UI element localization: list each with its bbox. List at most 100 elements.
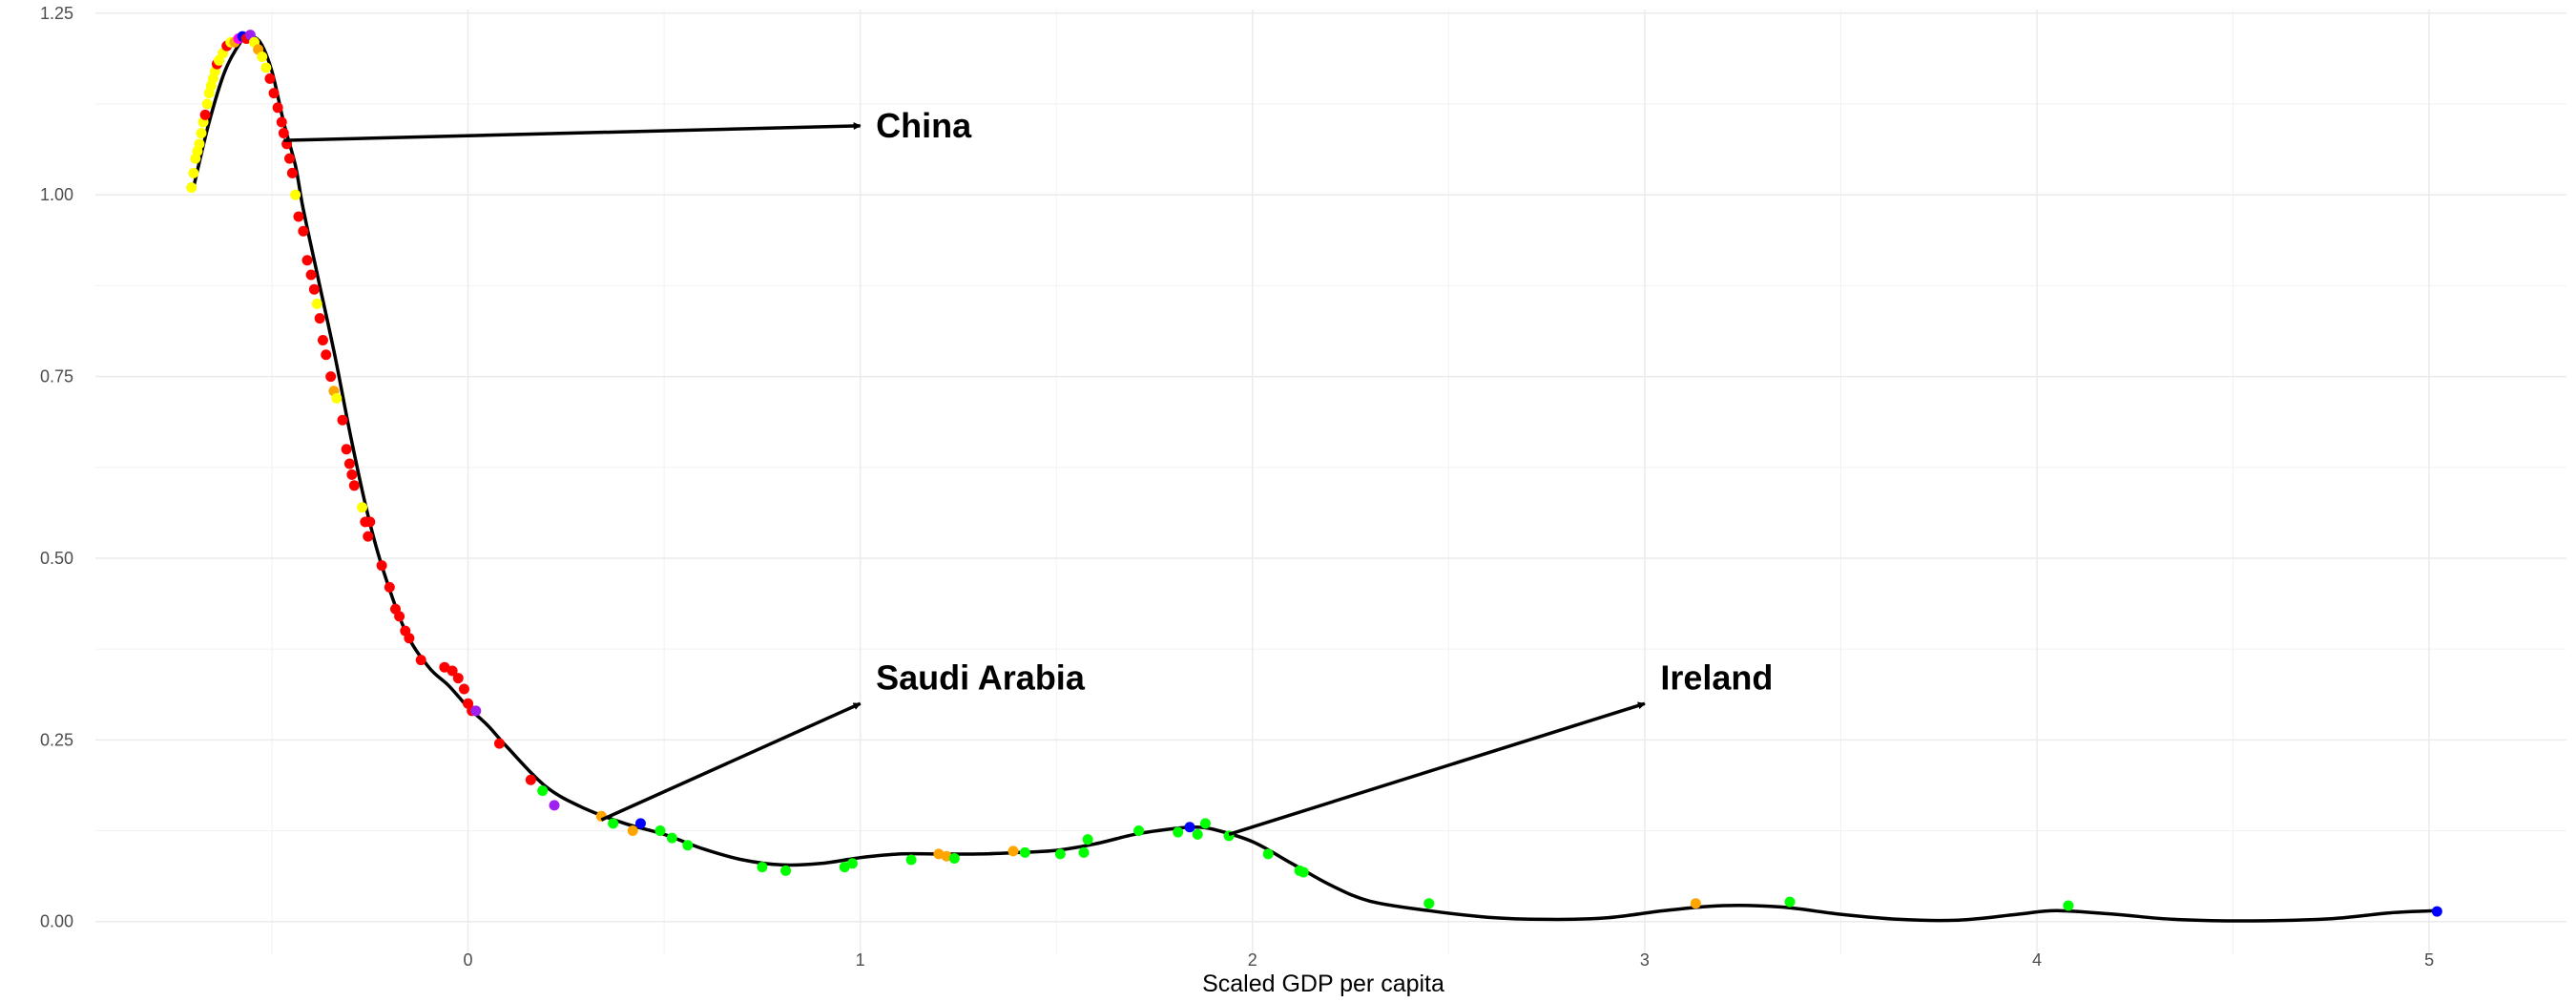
data-point-red [439, 661, 450, 673]
data-point-red [364, 516, 376, 528]
data-point-yellow [357, 502, 368, 513]
data-point-green [839, 862, 850, 873]
annotation-label-china: China [876, 106, 972, 145]
data-point-red [268, 88, 280, 99]
data-point-green [948, 852, 960, 864]
data-point-green [780, 865, 792, 876]
data-point-green [608, 818, 619, 829]
x-tick-label: 4 [2032, 950, 2042, 970]
data-point-green [1199, 818, 1211, 829]
data-point-red [293, 211, 304, 222]
data-point-red [305, 269, 317, 281]
data-point-red [346, 469, 358, 480]
y-tick-label: 1.00 [40, 185, 73, 204]
data-point-green [1173, 826, 1184, 838]
data-point-red [337, 414, 348, 426]
data-point-red [284, 153, 295, 164]
annotation-arrow-saudi-arabia [600, 701, 862, 822]
x-tick-label: 1 [856, 950, 865, 970]
data-point-red [321, 349, 332, 361]
x-tick-label: 5 [2424, 950, 2434, 970]
data-point-yellow [186, 182, 197, 194]
data-point-red [286, 167, 298, 178]
data-point-green [1262, 848, 1274, 860]
data-point-green [666, 832, 677, 844]
data-point-green [654, 825, 666, 837]
data-point-red [525, 774, 536, 785]
axis-layer: 0 1 2 3 4 5 0.00 0.25 0.50 0.75 1.00 1.25 [40, 4, 2434, 970]
data-point-green [1298, 866, 1309, 878]
x-tick-label: 3 [1640, 950, 1650, 970]
data-point-yellow [331, 392, 343, 404]
data-point-green [537, 785, 549, 797]
annotation-layer: China Saudi Arabia Ireland [283, 106, 1773, 837]
data-point-red [376, 560, 387, 572]
data-point-green [1054, 848, 1066, 860]
x-tick-label: 2 [1248, 950, 1257, 970]
x-tick-label: 0 [464, 950, 473, 970]
data-point-red [404, 633, 415, 644]
data-point-red [298, 225, 309, 237]
data-point-red [272, 102, 283, 114]
data-point-red [301, 255, 313, 266]
data-point-blue [2431, 906, 2442, 917]
data-point-green [2063, 900, 2074, 911]
data-point-red [341, 444, 352, 455]
data-point-red [447, 665, 458, 677]
data-point-red [343, 458, 355, 470]
data-point-purple [470, 705, 482, 717]
data-point-green [1078, 846, 1090, 858]
data-point-red [363, 531, 374, 542]
data-point-blue [1184, 822, 1195, 833]
annotation-label-ireland: Ireland [1660, 658, 1773, 698]
data-point-green [846, 858, 858, 869]
data-point-green [1784, 896, 1796, 908]
data-point-green [1019, 846, 1030, 858]
smooth-curve-line [192, 34, 2438, 923]
data-point-green [1082, 834, 1093, 845]
data-point-yellow [196, 127, 207, 138]
data-points-layer [186, 30, 2442, 917]
data-point-green [682, 840, 694, 851]
data-point-green [1192, 828, 1203, 840]
data-point-red [394, 611, 405, 622]
y-tick-label: 1.25 [40, 4, 73, 23]
data-point-blue [634, 818, 646, 829]
data-point-purple [549, 800, 560, 811]
data-point-red [264, 73, 276, 84]
smooth-curve-layer [192, 34, 2438, 923]
y-tick-label: 0.25 [40, 730, 73, 749]
data-point-red [415, 655, 426, 666]
data-point-orange [1008, 845, 1019, 857]
data-point-red [278, 127, 289, 138]
data-point-green [757, 862, 768, 873]
x-axis-label: Scaled GDP per capita [1202, 971, 1444, 997]
data-point-yellow [188, 167, 199, 178]
annotation-arrow-china [283, 122, 862, 142]
data-point-yellow [290, 189, 301, 200]
annotation-label-saudi-arabia: Saudi Arabia [876, 658, 1086, 698]
data-point-green [1423, 898, 1435, 909]
data-point-yellow [257, 52, 268, 62]
data-point-red [317, 335, 328, 345]
data-point-red [493, 738, 505, 749]
y-tick-label: 0.00 [40, 912, 73, 931]
y-tick-label: 0.50 [40, 549, 73, 568]
data-point-red [452, 673, 464, 684]
data-point-orange [1690, 898, 1701, 909]
data-point-red [384, 581, 395, 593]
data-point-red [348, 480, 360, 491]
data-point-orange [627, 825, 638, 837]
data-point-green [1133, 825, 1145, 837]
data-point-red [325, 371, 337, 383]
data-point-red [458, 683, 469, 695]
data-point-yellow [260, 62, 272, 73]
data-point-yellow [201, 98, 213, 110]
data-point-red [308, 283, 320, 295]
y-tick-label: 0.75 [40, 367, 73, 386]
data-point-yellow [311, 298, 322, 309]
annotation-arrow-ireland [1228, 701, 1646, 837]
data-point-red [314, 313, 325, 324]
grid-lines [95, 10, 2566, 954]
